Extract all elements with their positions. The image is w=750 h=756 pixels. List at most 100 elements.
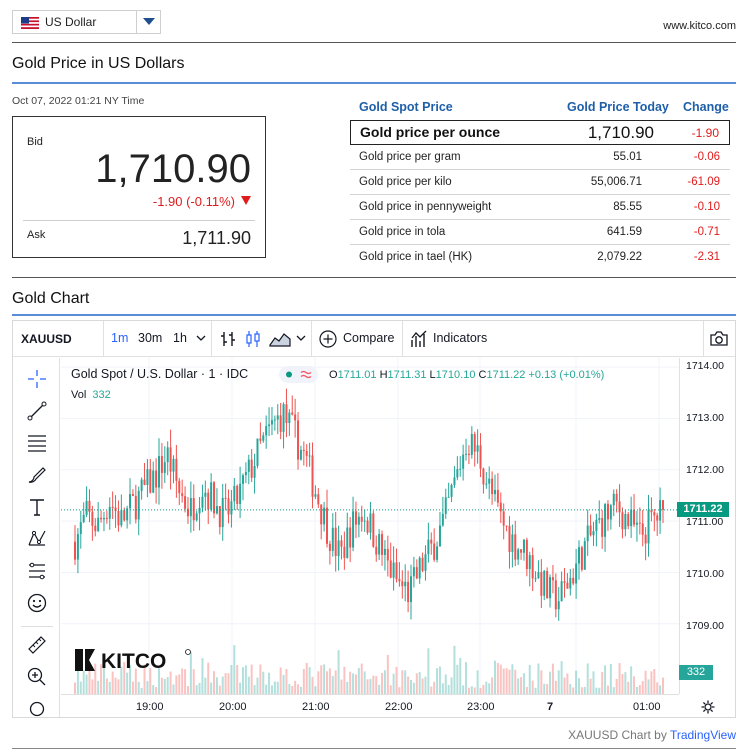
volume-bar	[444, 674, 447, 694]
market-status-pill[interactable]	[279, 366, 318, 383]
interval-1m[interactable]: 1m	[111, 331, 129, 345]
candle-body	[91, 511, 94, 526]
spot-row: Gold price in pennyweight 85.55 -0.10	[350, 195, 730, 220]
price-plot[interactable]	[61, 358, 679, 694]
volume-bar	[372, 675, 375, 694]
chevron-down-icon[interactable]	[196, 335, 206, 343]
prediction-icon[interactable]	[26, 560, 48, 582]
candle-body	[100, 517, 103, 520]
volume-bar	[218, 685, 221, 694]
volume-bar	[624, 672, 627, 694]
candle-body	[430, 539, 433, 544]
interval-1h[interactable]: 1h	[173, 331, 187, 345]
candle-body	[575, 563, 578, 584]
y-tick-label: 1712.00	[686, 464, 724, 476]
volume-bar	[410, 679, 412, 694]
us-flag-icon	[21, 17, 39, 29]
tradingview-chart[interactable]: XAUUSD 1m 30m 1h Compare Indicators Go	[12, 320, 736, 718]
plus-circle-icon[interactable]	[319, 330, 337, 348]
chart-legend-title: Gold Spot / U.S. Dollar · 1 · IDC	[71, 367, 249, 381]
bars-style-icon[interactable]	[219, 330, 237, 348]
trend-line-icon[interactable]	[26, 400, 48, 422]
market-open-icon	[286, 370, 312, 379]
gear-icon[interactable]	[701, 700, 715, 714]
toolbar-divider	[311, 321, 312, 357]
volume-bar	[430, 686, 433, 694]
candle-body	[102, 517, 105, 520]
volume-bar	[465, 662, 468, 694]
candle-body	[195, 513, 198, 521]
volume-bar	[320, 665, 323, 694]
volume-bar	[467, 687, 470, 694]
volume-bar	[163, 678, 166, 694]
volume-bar	[184, 669, 187, 694]
candle-body	[299, 449, 302, 460]
volume-bar	[343, 666, 346, 694]
volume-bar	[360, 663, 363, 694]
volume-bar	[204, 677, 207, 694]
chevron-down-icon[interactable]	[296, 335, 306, 343]
smiley-icon[interactable]	[26, 592, 48, 614]
spot-row-value: 641.59	[606, 226, 642, 238]
area-style-icon[interactable]	[269, 330, 291, 348]
currency-dropdown-toggle[interactable]	[136, 11, 160, 33]
volume-bar	[192, 669, 195, 694]
candle-body	[375, 546, 378, 555]
volume-bar	[291, 685, 294, 694]
volume-bar	[126, 672, 129, 694]
candles-style-icon[interactable]	[244, 330, 262, 348]
text-tool-icon[interactable]	[26, 496, 48, 518]
volume-bar	[415, 673, 418, 694]
volume-bar	[514, 669, 517, 694]
candle-body	[424, 554, 427, 571]
volume-bar	[134, 668, 137, 694]
candle-body	[604, 503, 607, 537]
symbol-search[interactable]: XAUUSD	[21, 332, 72, 346]
candle-body	[560, 581, 563, 602]
candle-body	[317, 494, 320, 505]
indicators-icon[interactable]	[410, 329, 430, 348]
volume-bar	[302, 669, 305, 694]
volume-bar	[421, 678, 424, 694]
candle-body	[505, 525, 508, 527]
candle-body	[421, 557, 424, 571]
volume-bar	[149, 667, 152, 694]
brush-icon[interactable]	[26, 464, 48, 486]
volume-bar	[601, 671, 604, 694]
volume-bar	[580, 687, 583, 694]
volume-bar	[340, 679, 343, 694]
crosshair-icon[interactable]	[26, 368, 48, 390]
divider	[12, 277, 736, 278]
volume-bar	[520, 677, 523, 694]
candle-body	[140, 479, 143, 491]
indicators-button[interactable]: Indicators	[433, 331, 488, 345]
candle-body	[470, 433, 473, 455]
tradingview-link[interactable]: TradingView	[669, 728, 736, 742]
candle-body	[253, 465, 256, 478]
candle-body	[517, 549, 520, 560]
pattern-icon[interactable]	[26, 528, 48, 550]
spot-row-change: -1.90	[691, 126, 719, 140]
magnet-icon[interactable]	[26, 698, 48, 718]
camera-icon[interactable]	[709, 330, 729, 347]
interval-30m[interactable]: 30m	[138, 331, 163, 345]
volume-bar	[123, 662, 126, 694]
currency-select[interactable]: US Dollar	[12, 10, 161, 34]
volume-bar	[528, 664, 531, 694]
candle-body	[438, 525, 441, 547]
time-axis[interactable]: 19:00 20:00 21:00 22:00 23:00 7 01:00	[61, 694, 715, 717]
volume-bar	[334, 670, 337, 694]
candle-body	[586, 525, 589, 542]
fib-retracement-icon[interactable]	[26, 432, 48, 454]
volume-bar	[198, 683, 201, 694]
volume-bar	[389, 685, 392, 694]
volume-bar	[230, 665, 233, 694]
zoom-in-icon[interactable]	[26, 666, 48, 688]
compare-button[interactable]: Compare	[343, 331, 395, 345]
price-axis[interactable]: 1714.00 1713.00 1712.00 1711.00 1710.00 …	[679, 358, 735, 694]
candle-body	[123, 510, 126, 521]
volume-bar	[595, 687, 598, 694]
volume-bar	[288, 683, 291, 694]
ruler-icon[interactable]	[26, 634, 48, 656]
volume-bar	[331, 676, 334, 694]
